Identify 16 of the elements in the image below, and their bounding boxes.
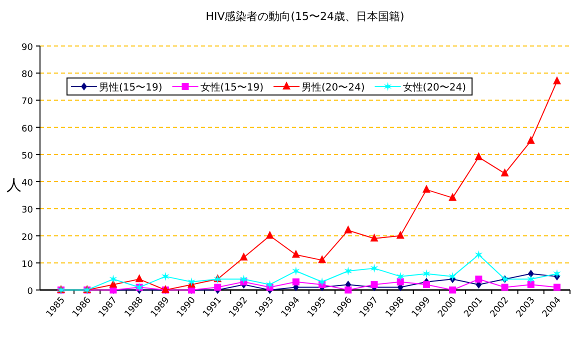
legend-label: 女性(20〜24) <box>402 82 466 94</box>
y-tick-label: 90 <box>22 43 34 53</box>
y-tick-label: 20 <box>22 232 34 243</box>
legend-label: 男性(20〜24) <box>302 82 365 94</box>
y-tick-label: 60 <box>22 124 34 134</box>
y-tick-label: 0 <box>27 287 34 297</box>
y-tick-label: 70 <box>22 97 34 108</box>
legend-label: 男性(15〜19) <box>99 82 162 94</box>
y-tick-label: 50 <box>22 151 34 162</box>
y-tick-label: 30 <box>22 206 34 216</box>
legend-label: 女性(15〜19) <box>200 82 264 94</box>
y-tick-label: 10 <box>22 260 34 270</box>
chart-title: HIV感染者の動向(15〜24歳、日本国籍) <box>206 10 404 23</box>
y-axis-title: 人 <box>6 176 22 194</box>
y-tick-label: 80 <box>22 70 34 80</box>
y-tick-label: 40 <box>22 178 34 189</box>
